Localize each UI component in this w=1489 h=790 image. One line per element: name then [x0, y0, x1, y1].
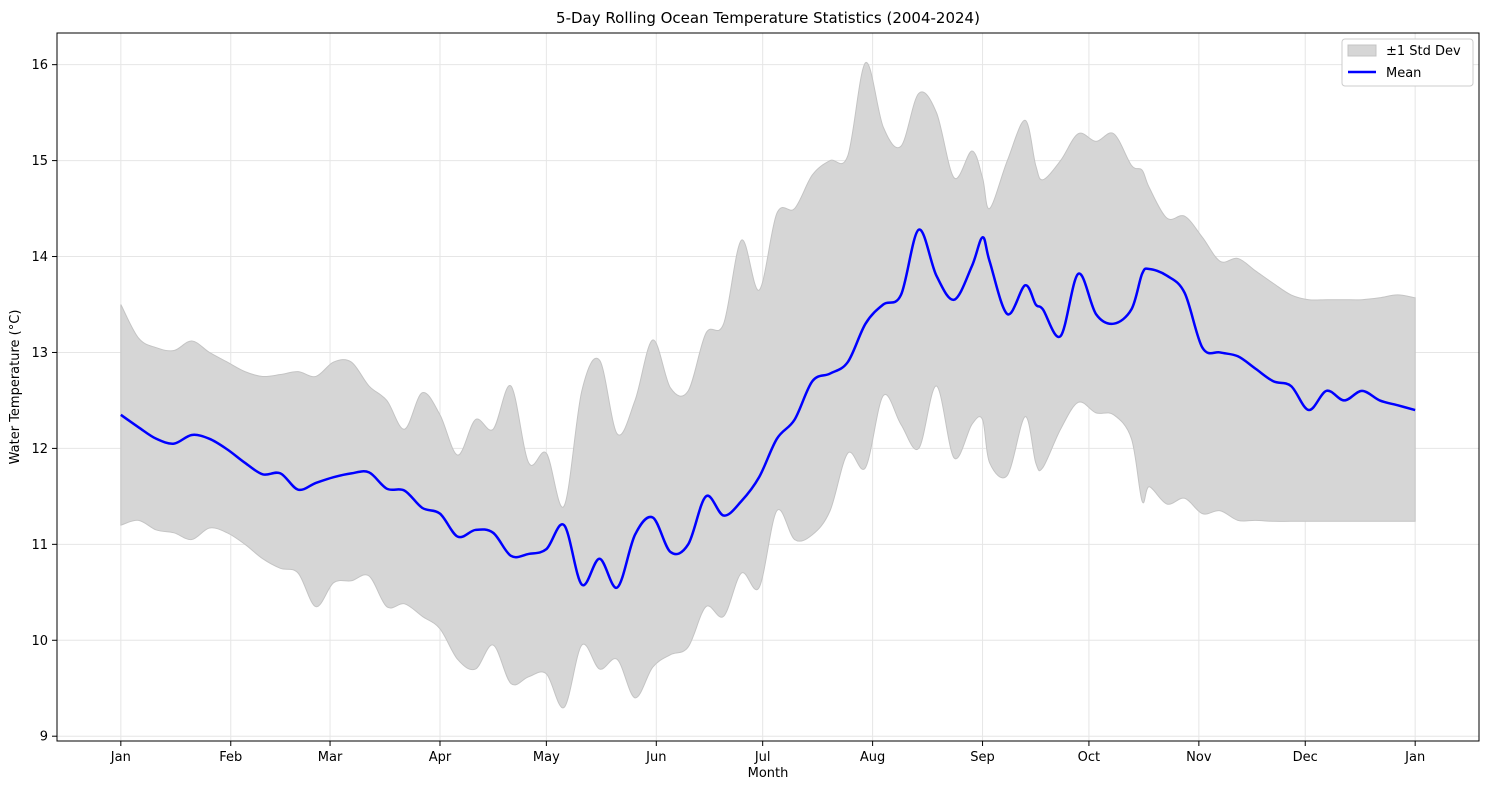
x-axis-label: Month — [748, 766, 789, 781]
y-tick-label: 14 — [31, 250, 48, 265]
std-dev-band-layer — [120, 62, 1416, 709]
y-tick-label: 9 — [40, 730, 48, 745]
y-tick-label: 13 — [31, 346, 48, 361]
legend: ±1 Std Dev Mean — [1341, 38, 1474, 87]
legend-std-dev-label: ±1 Std Dev — [1386, 44, 1461, 59]
x-tick-label: Oct — [1078, 750, 1100, 765]
x-tick-label: Feb — [219, 750, 242, 765]
x-tick-label: Jun — [645, 750, 666, 765]
x-tick-label: Aug — [860, 750, 885, 765]
y-tick-label: 11 — [31, 538, 48, 553]
x-tick-label: Mar — [318, 750, 343, 765]
x-tick-label: Jan — [1404, 750, 1425, 765]
x-tick-label: Jul — [754, 750, 771, 765]
legend-mean-label: Mean — [1386, 66, 1421, 81]
x-tick-label: Dec — [1293, 750, 1318, 765]
x-axis-ticks: Jan Feb Mar Apr May Jun Jul Aug Sep Oct Nov Dec Jan — [110, 741, 1425, 765]
y-axis-ticks: 9 10 11 12 13 14 15 16 — [31, 58, 57, 745]
chart-title: 5-Day Rolling Ocean Temperature Statisti… — [556, 9, 980, 27]
mean-line — [120, 228, 1416, 589]
legend-std-dev-swatch — [1347, 44, 1377, 57]
y-tick-label: 16 — [31, 58, 48, 73]
x-tick-label: Jan — [110, 750, 131, 765]
y-axis-label: Water Temperature (°C) — [8, 310, 23, 465]
x-tick-label: Sep — [970, 750, 995, 765]
x-tick-label: Nov — [1186, 750, 1212, 765]
plot-frame — [56, 32, 1480, 742]
x-tick-label: May — [533, 750, 560, 765]
x-tick-label: Apr — [429, 750, 452, 765]
y-tick-label: 15 — [31, 154, 48, 169]
y-tick-label: 10 — [31, 634, 48, 649]
mean-line-layer — [120, 228, 1416, 589]
std-dev-band — [120, 62, 1416, 709]
y-tick-label: 12 — [31, 442, 48, 457]
